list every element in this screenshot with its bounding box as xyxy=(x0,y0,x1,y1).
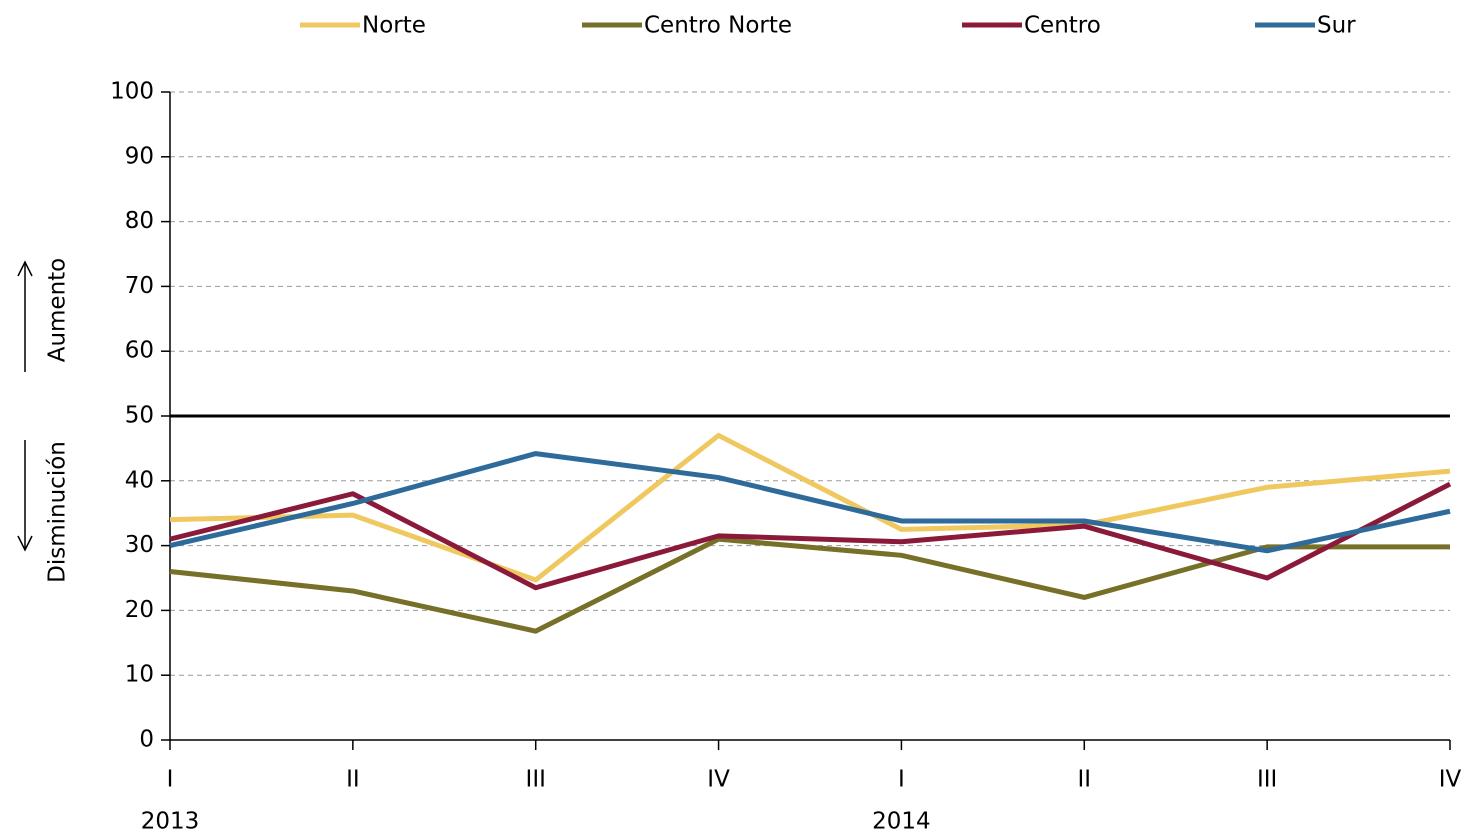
annotation: Disminución xyxy=(45,441,71,583)
series-line xyxy=(169,481,1452,591)
series-line xyxy=(169,536,1450,634)
x-tick-label: III xyxy=(1257,767,1277,793)
x-tick-label: IV xyxy=(1439,767,1462,793)
y-tick-label: 60 xyxy=(125,338,154,364)
y-tick-label: 70 xyxy=(125,273,154,299)
y-tick-label: 30 xyxy=(125,532,154,558)
legend-label: Sur xyxy=(1317,13,1356,39)
series-line xyxy=(169,432,1451,583)
y-tick-label: 10 xyxy=(125,662,154,688)
legend-label: Centro xyxy=(1024,13,1101,39)
y-tick-label: 0 xyxy=(139,727,154,753)
x-tick-label: I xyxy=(898,767,905,793)
year-label: 2013 xyxy=(141,809,200,835)
year-label: 2014 xyxy=(872,809,931,835)
y-tick-label: 40 xyxy=(125,467,154,493)
y-tick-label: 20 xyxy=(125,597,154,623)
y-tick-label: 90 xyxy=(125,143,154,169)
x-tick-label: II xyxy=(1077,767,1091,793)
x-tick-label: I xyxy=(167,767,174,793)
annotation: Aumento xyxy=(45,258,71,363)
x-tick-label: III xyxy=(526,767,546,793)
x-tick-label: IV xyxy=(707,767,730,793)
legend-label: Centro Norte xyxy=(644,13,792,39)
y-tick-label: 80 xyxy=(125,208,154,234)
y-tick-label: 100 xyxy=(110,79,154,105)
series-line xyxy=(169,451,1451,554)
y-tick-label: 50 xyxy=(125,403,154,429)
legend-label: Norte xyxy=(362,13,426,39)
x-tick-label: II xyxy=(346,767,360,793)
annotation-arrows xyxy=(17,260,33,552)
